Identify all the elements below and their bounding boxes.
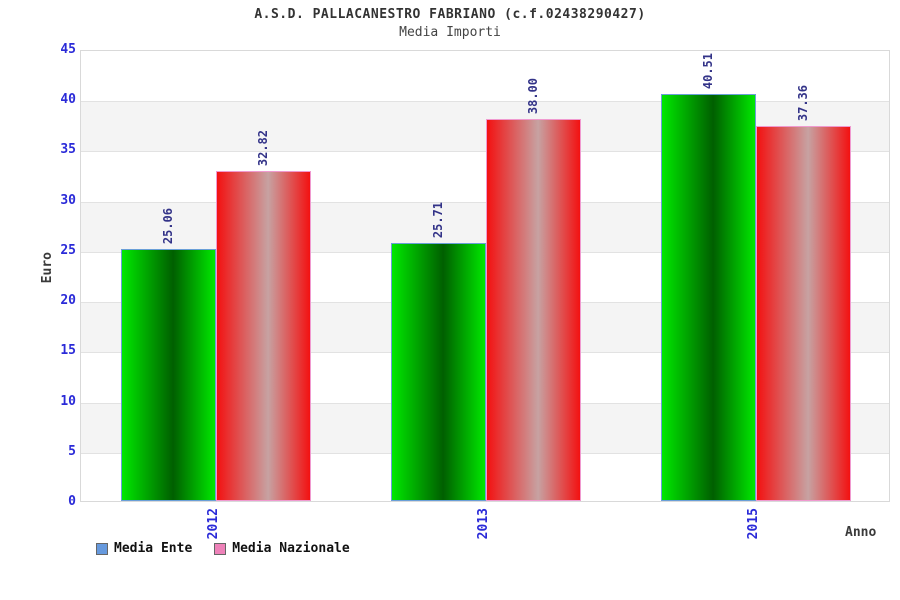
- bar-value-label: 25.71: [430, 201, 445, 238]
- x-axis-title: Anno: [845, 525, 877, 540]
- legend-swatch-media-ente: [96, 542, 108, 555]
- y-tick-label-20: 20: [60, 293, 76, 309]
- gridline: [81, 151, 889, 153]
- bar-value-label: 32.82: [255, 130, 270, 167]
- y-tick-label-45: 45: [60, 42, 76, 57]
- chart-subtitle: Media Importi: [399, 25, 501, 40]
- bar-media-ente-2012: [121, 249, 216, 501]
- bar-value-label: 25.06: [160, 208, 175, 245]
- bar-value-label: 40.51: [700, 52, 715, 90]
- legend-item-media-nazionale: Media Nazionale: [214, 541, 350, 556]
- gridline: [81, 201, 889, 203]
- y-axis-title: Euro: [40, 252, 55, 284]
- legend: Media Ente Media Nazionale: [96, 541, 362, 556]
- x-tick-label-2015: 2015: [746, 508, 761, 540]
- bar-value-label: 37.36: [795, 84, 810, 121]
- plot-area: 25.06 32.82 25.71 38.00 40.51 37.36: [80, 50, 890, 502]
- legend-label-media-nazionale: Media Nazionale: [232, 541, 350, 556]
- y-tick-label-30: 30: [60, 192, 76, 208]
- bar-media-ente-2013: [391, 242, 486, 501]
- bar-media-nazionale-2015: [756, 125, 851, 501]
- y-tick-label-35: 35: [60, 142, 76, 158]
- y-tick-label-15: 15: [60, 343, 76, 359]
- y-tick-label-0: 0: [68, 494, 76, 509]
- y-tick-label-10: 10: [60, 393, 76, 409]
- x-tick-label-2012: 2012: [206, 508, 221, 540]
- legend-label-media-ente: Media Ente: [114, 541, 193, 556]
- gridline: [81, 101, 889, 103]
- y-tick-label-40: 40: [60, 92, 76, 108]
- y-tick-label-5: 5: [68, 443, 76, 459]
- legend-item-media-ente: Media Ente: [96, 541, 192, 556]
- y-tick-label-25: 25: [60, 242, 76, 258]
- x-tick-label-2013: 2013: [476, 508, 491, 540]
- bar-media-nazionale-2012: [216, 171, 311, 501]
- legend-swatch-media-nazionale: [214, 542, 227, 555]
- bar-value-label: 38.00: [525, 78, 540, 115]
- chart-title: A.S.D. PALLACANESTRO FABRIANO (c.f.02438…: [254, 7, 646, 22]
- bar-media-nazionale-2013: [486, 119, 581, 501]
- bar-media-ente-2015: [661, 94, 756, 501]
